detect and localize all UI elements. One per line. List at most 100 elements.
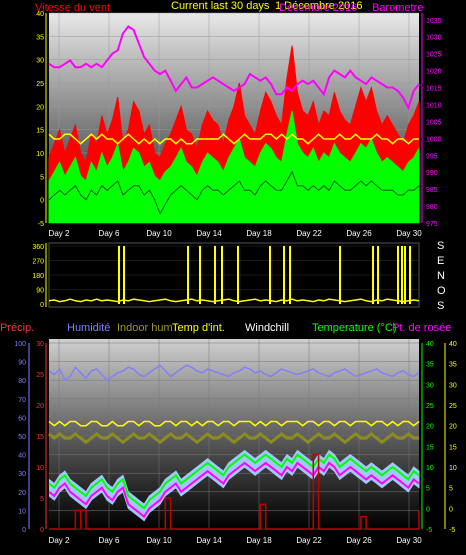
humidity-tick: 20	[18, 490, 26, 497]
temp-legend-item: Indoor hum	[117, 322, 173, 334]
direction-spike	[269, 246, 271, 304]
compass-letter: E	[437, 255, 444, 267]
temp-tick: 30	[426, 382, 434, 389]
temp-tick: 5	[426, 486, 430, 493]
wind-tick: 0	[40, 198, 44, 205]
grid-2	[49, 245, 419, 305]
wind-tick: 40	[36, 11, 44, 18]
precip-tick: 25	[36, 372, 44, 379]
temp-tick: 0	[426, 506, 430, 513]
compass-letter: S	[437, 240, 444, 252]
x-labels-3: Day 2 Day 6 Day 10 Day 14 Day 18 Day 22 Day 26…	[49, 536, 423, 545]
x-label: Day 10	[146, 536, 172, 545]
temp-tick: 15	[426, 444, 434, 451]
pressure-tick: 1015	[426, 86, 442, 93]
humidity-tick: 90	[18, 360, 26, 367]
x-label: Day 22	[296, 229, 322, 238]
temp-tick: 25	[426, 403, 434, 410]
wind-tick: 15	[36, 128, 44, 135]
wind-tick: -5	[38, 221, 44, 228]
humidity-tick: 80	[18, 378, 26, 385]
direction-spike	[283, 246, 285, 304]
wind-pressure-panel: Vitesse du vent Current last 30 days 1 D…	[35, 0, 442, 238]
temp-tick: 20	[426, 424, 434, 431]
direction-tick: 90	[36, 288, 44, 295]
direction-spike	[214, 246, 216, 304]
temp2-tick: -5	[449, 527, 455, 534]
precip-axis-ticks: 30 25 20 15 10 5 0	[36, 341, 47, 534]
direction-spike	[118, 246, 120, 304]
temp2-tick: 5	[449, 486, 453, 493]
precip-tick: 10	[36, 465, 44, 472]
direction-tick: 0	[40, 302, 44, 309]
wind-tick: 35	[36, 34, 44, 41]
wind-tick: 25	[36, 81, 44, 88]
compass-letter: O	[437, 285, 446, 297]
indoor-humidity-series	[48, 431, 419, 445]
direction-spikes	[118, 246, 411, 304]
precip-series	[49, 453, 420, 530]
x-label: Day 18	[246, 229, 272, 238]
direction-tick: 270	[32, 259, 44, 266]
pressure-tick: 1020	[426, 69, 442, 76]
temp-legend-row: Précip. Humidité Indoor hum Temp d'int. Wind…	[0, 322, 451, 334]
direction-spike	[401, 246, 403, 304]
pressure-tick: 990	[426, 170, 438, 177]
temp-tick: 10	[426, 465, 434, 472]
compass-letter: N	[437, 270, 445, 282]
temp2-tick: 40	[449, 341, 457, 348]
humidity-tick: 40	[18, 453, 26, 460]
pressure-tick: 980	[426, 204, 438, 211]
humidity-series	[48, 364, 420, 382]
x-label: Day 2	[49, 229, 70, 238]
temp2-tick: 20	[449, 424, 457, 431]
title-current: Current last 30 days	[171, 0, 270, 12]
precip-tick: 30	[36, 341, 44, 348]
yellow-series-1	[48, 133, 419, 145]
temp-legend-item: Windchill	[245, 322, 289, 334]
x-label: Day 26	[346, 536, 372, 545]
humidity-tick: 100	[14, 341, 26, 348]
direction-tick: 180	[32, 273, 44, 280]
temp-legend-item: Humidité	[67, 322, 110, 334]
direction-spike	[372, 246, 374, 304]
pressure-series	[48, 25, 420, 111]
pressure-tick: 1035	[426, 18, 442, 25]
humidity-tick: 0	[22, 527, 26, 534]
pressure-tick: 1030	[426, 35, 442, 42]
humidity-tick: 50	[18, 434, 26, 441]
plot-area-3	[49, 339, 419, 529]
wind-speed-legend: Vitesse du vent	[35, 2, 110, 14]
pressure-tick: 1000	[426, 136, 442, 143]
temp2-tick: 35	[449, 362, 457, 369]
x-label: Day 2	[49, 536, 70, 545]
humidity-tick: 30	[18, 471, 26, 478]
x-label: Day 14	[196, 229, 222, 238]
pressure-axis-ticks: 1035 1030 1025 1020 1015 1010 1005 1000 995 990 98…	[421, 13, 442, 228]
direction-tick: 360	[32, 244, 44, 251]
wind-dark-series	[48, 170, 420, 215]
x-label: Day 30	[396, 229, 422, 238]
indoor-temp-series	[48, 420, 420, 427]
direction-spike	[397, 246, 399, 304]
x-label: Day 10	[146, 229, 172, 238]
temp2-tick: 30	[449, 382, 457, 389]
precip-tick: 5	[40, 496, 44, 503]
pressure-tick: 1010	[426, 102, 442, 109]
wind-tick: 10	[36, 151, 44, 158]
temp-axis-ticks: 40 35 30 25 20 15 10 5 0 -5	[421, 341, 434, 534]
temp2-axis-ticks: 40 35 30 25 20 15 10 5 0 -5	[444, 341, 457, 534]
humidity-tick: 70	[18, 397, 26, 404]
temp2-tick: 15	[449, 444, 457, 451]
direction-spike	[237, 246, 239, 304]
direction-spike	[339, 246, 341, 304]
title-date-overlap: Décembre 2016	[279, 2, 357, 14]
barometer-legend: Barometre	[372, 2, 423, 14]
direction-spike	[409, 246, 411, 304]
temp2-tick: 25	[449, 403, 457, 410]
humidity-tick: 10	[18, 508, 26, 515]
direction-spike	[199, 246, 201, 304]
